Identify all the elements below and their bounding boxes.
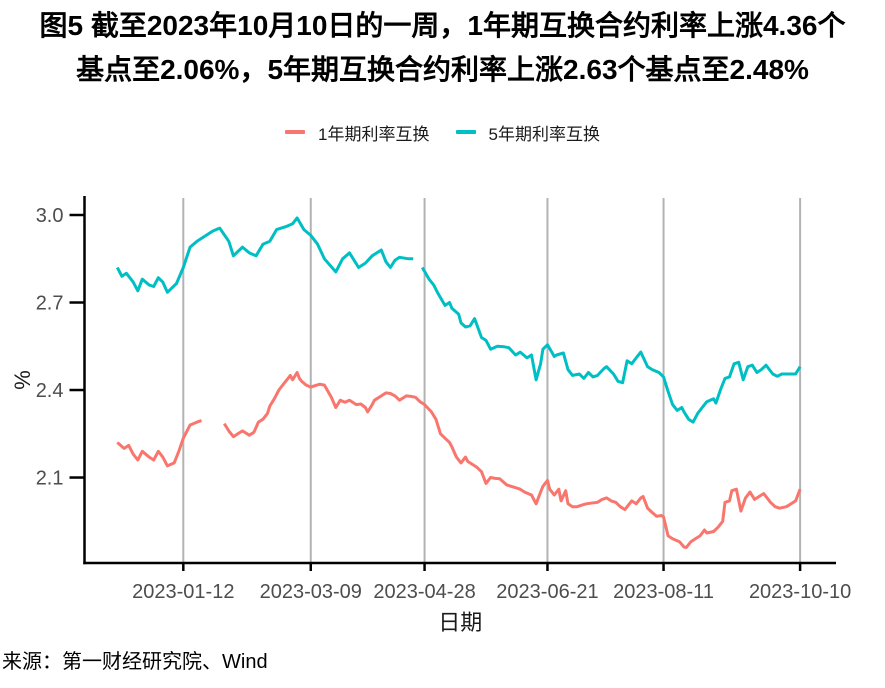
x-tick-label: 2023-08-11 bbox=[613, 581, 714, 603]
y-tick-label: 2.4 bbox=[36, 380, 64, 402]
legend-label-1y: 1年期利率互换 bbox=[318, 124, 430, 144]
y-tick-label: 2.1 bbox=[36, 468, 64, 490]
x-tick-label: 2023-01-12 bbox=[132, 581, 234, 603]
legend-label-5y: 5年期利率互换 bbox=[488, 124, 600, 144]
series-line-1y bbox=[223, 371, 802, 549]
series-line-5y bbox=[115, 216, 414, 294]
series-line-5y bbox=[421, 266, 802, 424]
legend: 1年期利率互换 5年期利率互换 bbox=[0, 119, 885, 145]
legend-key-5y-line bbox=[455, 130, 476, 134]
y-tick-label: 2.7 bbox=[36, 293, 64, 315]
chart-title-line2: 基点至2.06%，5年期互换合约利率上涨2.63个基点至2.48% bbox=[76, 54, 809, 85]
y-axis-title: % bbox=[10, 370, 35, 390]
source-note: 来源：第一财经研究院、Wind bbox=[2, 651, 268, 673]
y-tick-label: 3.0 bbox=[36, 205, 64, 227]
x-tick-label: 2023-10-10 bbox=[749, 581, 851, 603]
x-tick-label: 2023-04-28 bbox=[373, 581, 475, 603]
x-tick-label: 2023-06-21 bbox=[496, 581, 598, 603]
chart-title-line1: 图5 截至2023年10月10日的一周，1年期互换合约利率上涨4.36个 bbox=[39, 10, 846, 41]
x-tick-label: 2023-03-09 bbox=[260, 581, 362, 603]
line-chart: 3.0 2.7 2.4 2.1 2023-01-12 2023-03-09 2023-04-… bbox=[0, 188, 885, 648]
legend-item-1y: 1年期利率互换 bbox=[285, 120, 430, 145]
series-line-1y bbox=[116, 419, 202, 468]
legend-item-5y: 5年期利率互换 bbox=[455, 120, 600, 145]
chart-svg: 3.0 2.7 2.4 2.1 2023-01-12 2023-03-09 2023-04-… bbox=[10, 196, 851, 635]
x-axis-title: 日期 bbox=[438, 610, 482, 635]
chart-title: 图5 截至2023年10月10日的一周，1年期互换合约利率上涨4.36个 基点至… bbox=[0, 4, 885, 92]
legend-key-1y-line bbox=[285, 130, 306, 134]
